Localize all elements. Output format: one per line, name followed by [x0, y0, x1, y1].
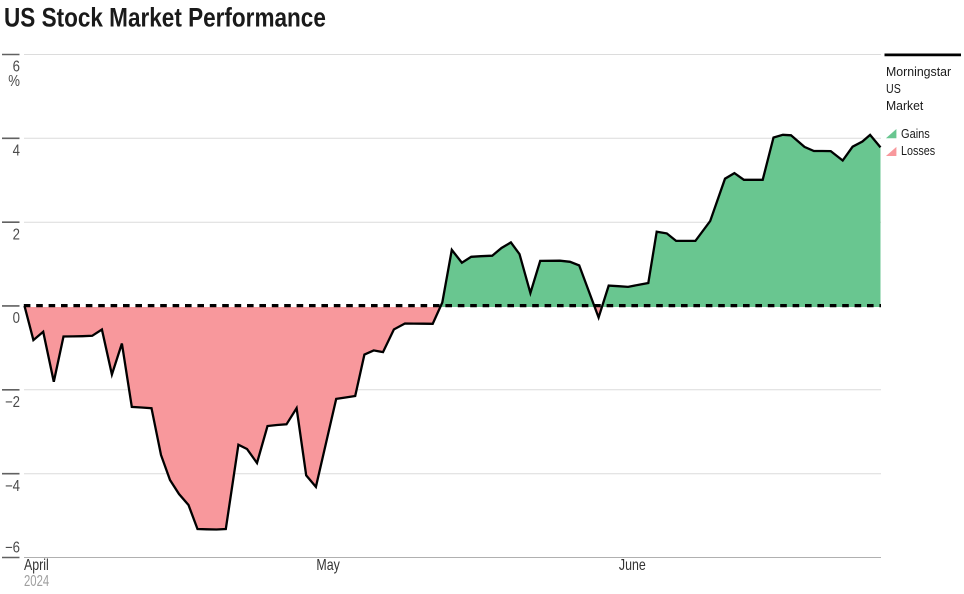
svg-text:%: % — [8, 73, 20, 90]
svg-text:Gains: Gains — [901, 126, 930, 141]
svg-text:April: April — [24, 556, 49, 574]
svg-text:−2: −2 — [5, 394, 20, 411]
svg-text:−6: −6 — [5, 540, 20, 557]
svg-text:−4: −4 — [5, 478, 20, 495]
svg-text:4: 4 — [13, 143, 20, 160]
svg-text:June: June — [619, 556, 646, 574]
svg-text:May: May — [316, 556, 339, 574]
svg-text:0: 0 — [13, 310, 20, 327]
svg-text:Losses: Losses — [901, 143, 935, 158]
svg-text:US Stock Market Performance: US Stock Market Performance — [4, 3, 326, 33]
svg-text:Market: Market — [886, 99, 924, 113]
svg-text:2024: 2024 — [24, 572, 50, 589]
svg-text:6: 6 — [13, 59, 20, 76]
svg-text:2: 2 — [13, 226, 20, 243]
svg-text:Morningstar: Morningstar — [886, 65, 951, 79]
svg-text:US: US — [886, 81, 901, 96]
